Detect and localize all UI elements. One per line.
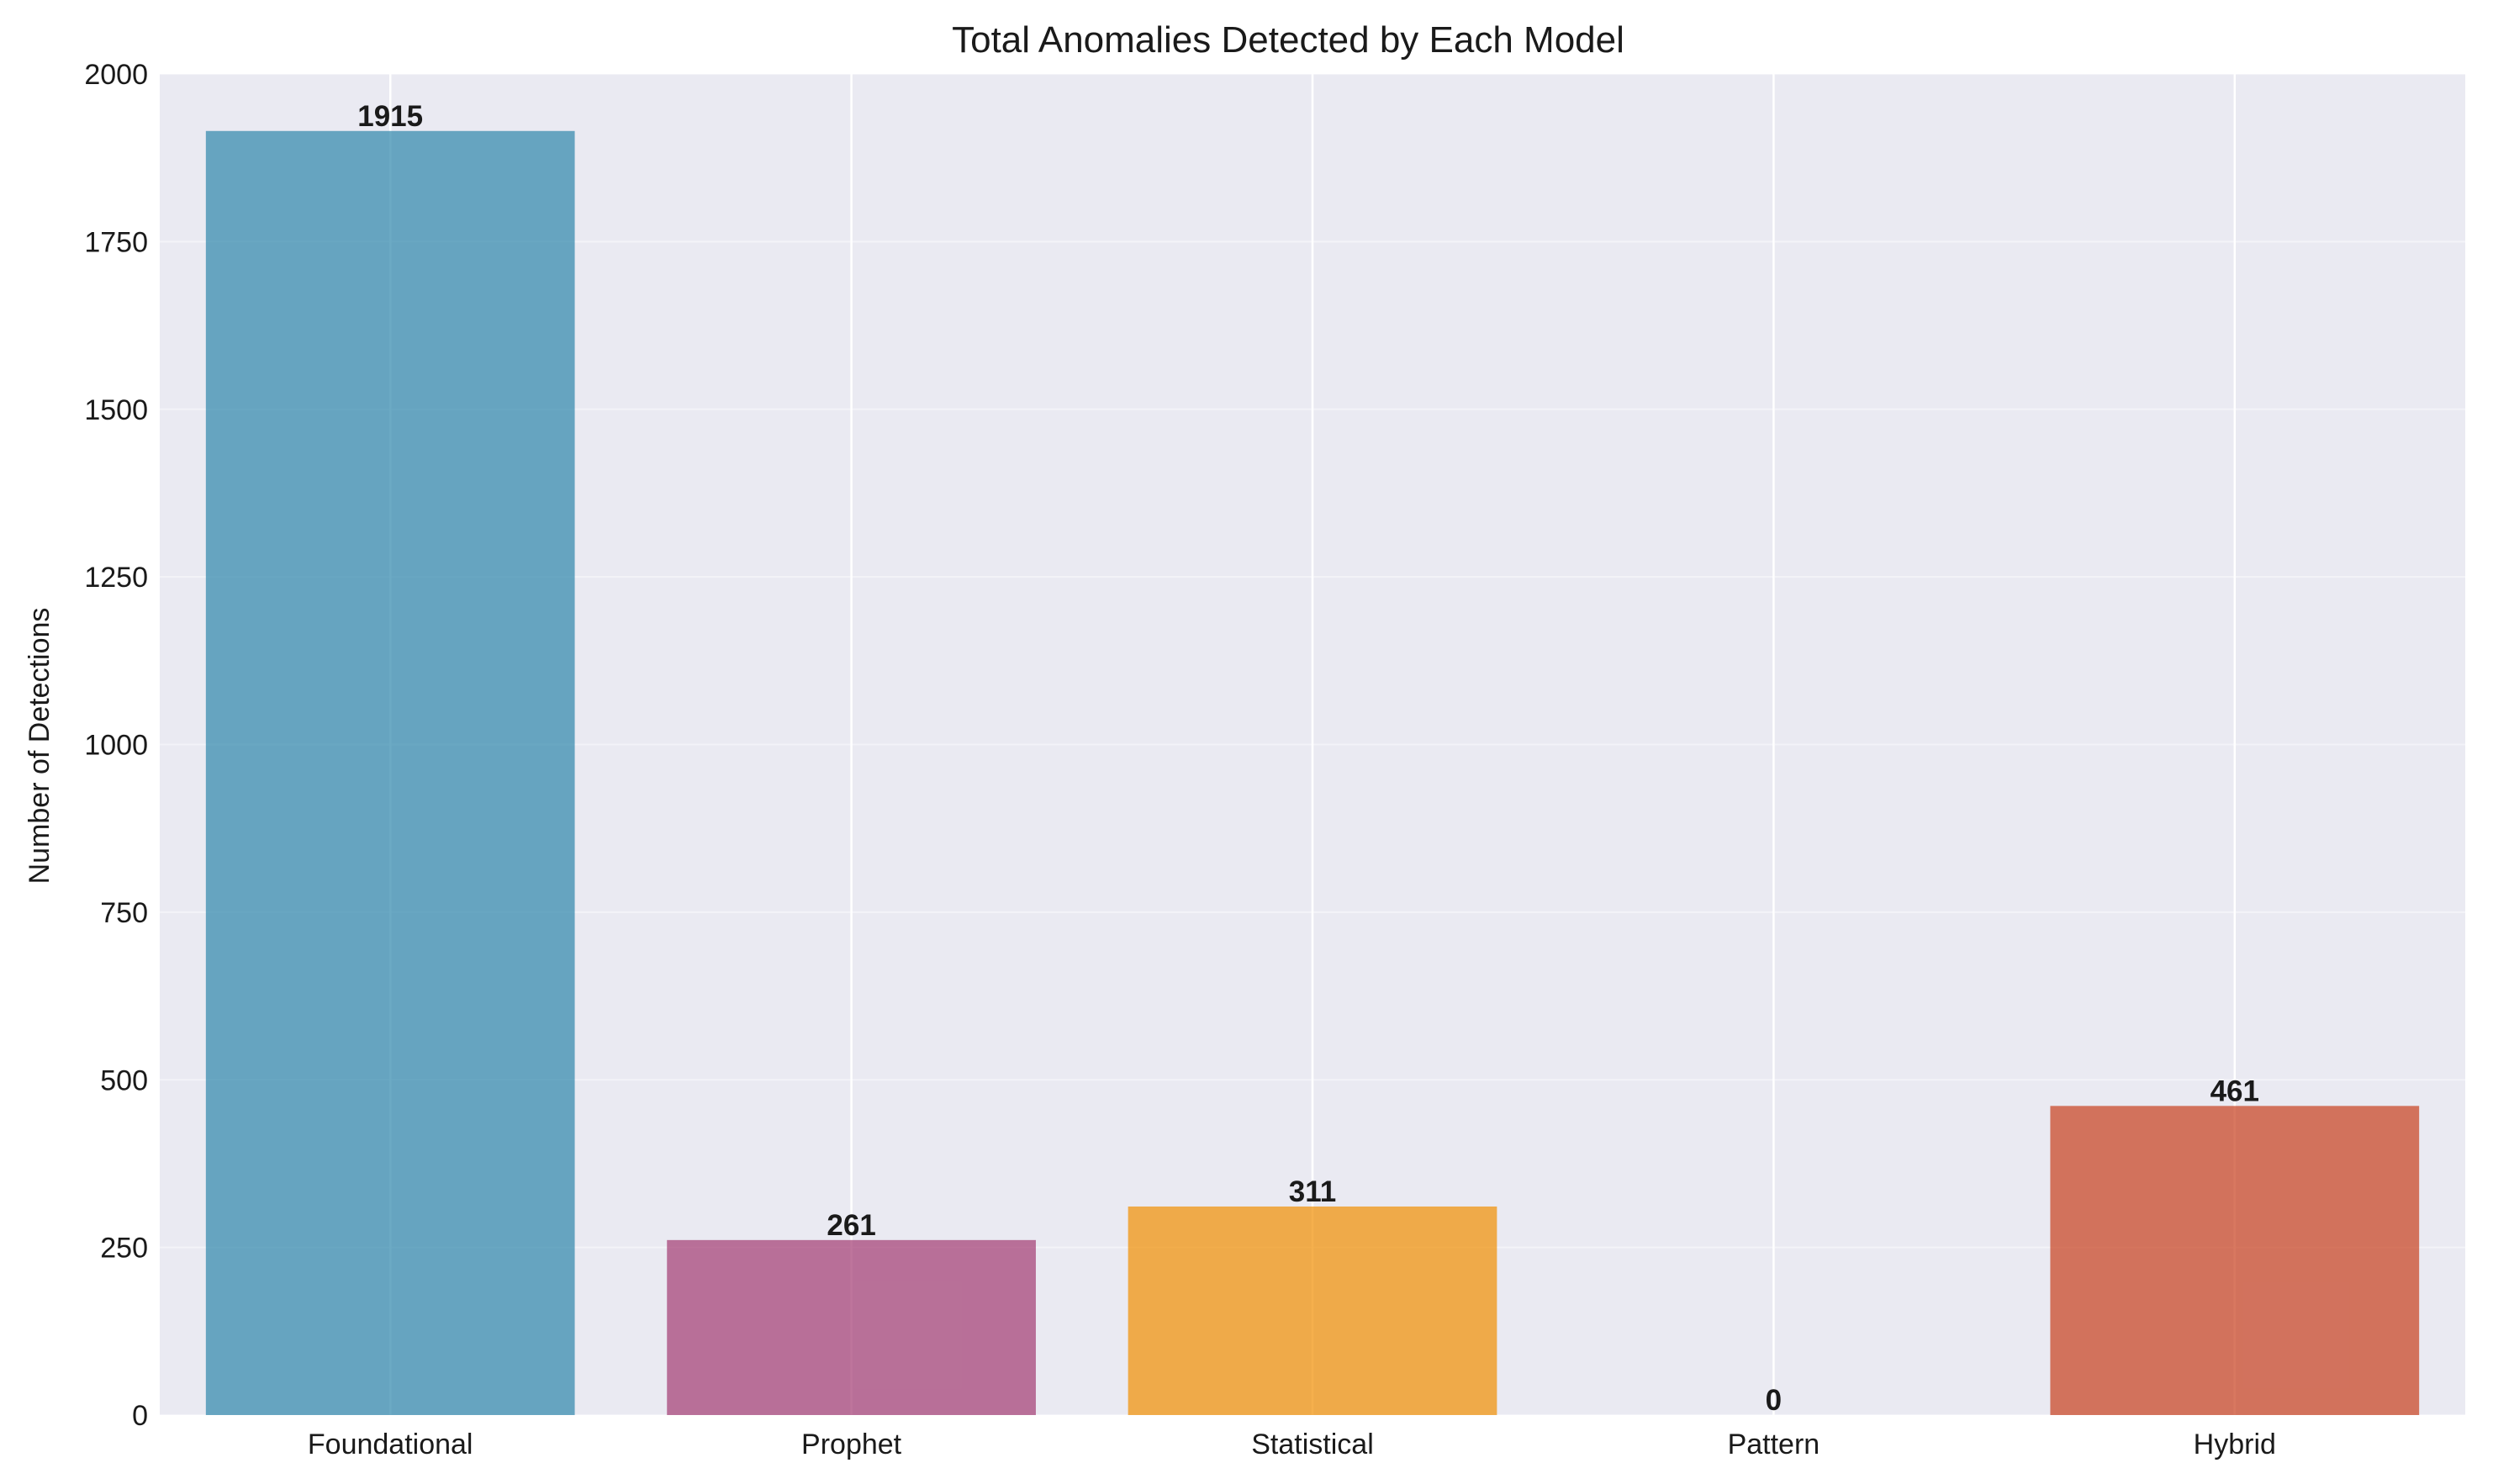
y-tick-label: 750 xyxy=(100,897,148,929)
x-axis-ticks: Foundational Prophet Statistical Pattern Hyb… xyxy=(308,1429,2276,1460)
bar-statistical xyxy=(1128,1206,1497,1415)
y-tick-label: 1750 xyxy=(84,226,148,258)
y-axis-ticks: 0 250 500 750 1000 1250 1500 1750 2000 xyxy=(84,59,148,1432)
chart-title: Total Anomalies Detected by Each Model xyxy=(952,19,1624,61)
y-tick-label: 1250 xyxy=(84,562,148,594)
bar-foundational xyxy=(205,130,575,1416)
bar-hybrid xyxy=(2050,1106,2420,1415)
x-tick-label-prophet: Prophet xyxy=(801,1429,902,1460)
data-labels: 1915 261 311 0 461 xyxy=(357,100,2259,1417)
bar-prophet xyxy=(667,1239,1036,1415)
y-tick-label: 500 xyxy=(100,1064,148,1096)
data-label-hybrid: 461 xyxy=(2210,1075,2259,1107)
y-tick-label: 250 xyxy=(100,1233,148,1265)
y-tick-label: 1500 xyxy=(84,394,148,426)
x-tick-label-statistical: Statistical xyxy=(1251,1429,1374,1460)
data-label-pattern: 0 xyxy=(1766,1384,1782,1417)
y-axis-label: Number of Detections xyxy=(24,608,55,885)
x-tick-label-hybrid: Hybrid xyxy=(2194,1429,2276,1460)
bars xyxy=(205,130,2420,1416)
y-tick-label: 0 xyxy=(132,1400,148,1432)
y-tick-label: 2000 xyxy=(84,59,148,91)
data-label-prophet: 261 xyxy=(827,1209,875,1242)
y-tick-label: 1000 xyxy=(84,730,148,762)
x-tick-label-foundational: Foundational xyxy=(308,1429,473,1460)
x-tick-label-pattern: Pattern xyxy=(1728,1429,1820,1460)
data-label-statistical: 311 xyxy=(1289,1175,1336,1208)
data-label-foundational: 1915 xyxy=(357,100,423,133)
